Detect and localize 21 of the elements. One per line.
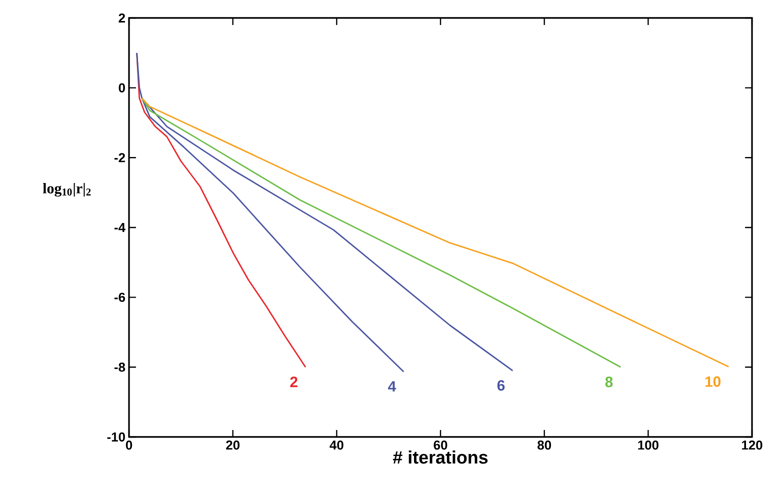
y-tick-label: -10: [107, 432, 125, 442]
y-tick-label: 0: [118, 83, 125, 92]
y-tick-label: 2: [118, 13, 125, 23]
x-tick-label: 0: [126, 440, 132, 450]
y-tick-label: -2: [114, 153, 125, 162]
x-tick-label: 60: [434, 440, 448, 450]
x-axis-title: # iterations: [392, 450, 488, 464]
x-tick-label: 40: [330, 440, 344, 450]
x-tick-label: 100: [638, 440, 658, 450]
y-tick-label: -4: [114, 223, 126, 232]
series-label: 6: [497, 380, 505, 391]
y-tick-label: -8: [114, 362, 126, 372]
series-label: 8: [605, 376, 613, 388]
y-axis-title: log$_{10}$|r|$_{2}$: [42, 182, 91, 197]
series-label: 10: [705, 376, 721, 387]
x-tick-label: 20: [226, 440, 240, 450]
x-tick-label: 120: [742, 440, 762, 450]
series-label: 4: [388, 381, 396, 392]
y-tick-label: -6: [114, 292, 126, 302]
x-tick-label: 80: [538, 440, 552, 450]
series-label: 2: [290, 376, 298, 388]
